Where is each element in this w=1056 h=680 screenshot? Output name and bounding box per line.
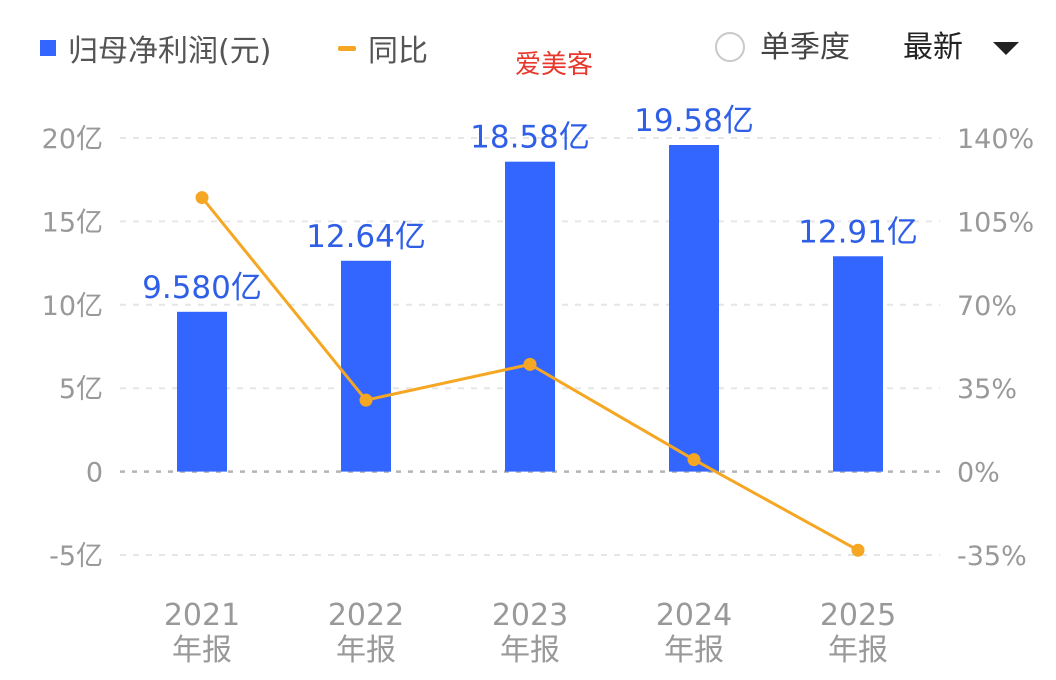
yoy-point: [195, 191, 209, 205]
yoy-point: [687, 453, 701, 467]
x-tick-label-year: 2025: [820, 598, 896, 633]
x-tick-label-period: 年报: [172, 633, 232, 668]
right-tick-label: 70%: [957, 291, 1017, 322]
bar-value-label: 12.91亿: [798, 214, 918, 250]
line-legend-swatch: [338, 45, 356, 51]
axes: 20亿15亿10亿5亿0-5亿140%105%70%35%0%-35%2021年…: [42, 124, 1035, 668]
x-tick-label-period: 年报: [828, 633, 888, 668]
bar-series: [177, 145, 883, 472]
bar: [341, 260, 391, 472]
left-tick-label: 10亿: [42, 291, 103, 322]
bar: [505, 161, 555, 472]
data-labels: 9.580亿 12.64亿 18.58亿 19.58亿 12.91亿: [142, 103, 918, 306]
left-tick-label: -5亿: [49, 541, 103, 572]
latest-label: 最新: [903, 30, 963, 65]
single-quarter-radio[interactable]: [715, 32, 745, 62]
latest-dropdown[interactable]: 最新: [903, 28, 1019, 68]
right-tick-label: 105%: [957, 207, 1034, 238]
legend-line[interactable]: 同比: [338, 28, 428, 69]
line-series: [195, 191, 865, 557]
x-tick-label-year: 2023: [492, 598, 568, 633]
bar-value-label: 19.58亿: [634, 103, 754, 139]
bar-value-label: 12.64亿: [306, 219, 426, 255]
bar-legend-swatch: [40, 40, 56, 56]
left-tick-label: 5亿: [59, 374, 103, 405]
right-tick-label: 0%: [957, 458, 1000, 489]
x-tick-label-year: 2022: [328, 598, 404, 633]
x-tick-label-period: 年报: [500, 633, 560, 668]
yoy-point: [523, 357, 537, 371]
x-tick-label-year: 2024: [656, 598, 732, 633]
chevron-down-icon: [993, 41, 1019, 55]
x-tick-label-period: 年报: [664, 633, 724, 668]
right-tick-label: 140%: [957, 124, 1034, 155]
bar: [833, 256, 883, 472]
x-tick-label-year: 2021: [164, 598, 240, 633]
yoy-point: [359, 393, 373, 407]
bar-legend-label: 归母净利润(元): [68, 34, 272, 69]
grid-lines: [120, 137, 940, 556]
x-tick-label-period: 年报: [336, 633, 396, 668]
right-tick-label: 35%: [957, 374, 1017, 405]
line-legend-label: 同比: [368, 34, 428, 69]
right-tick-label: -35%: [957, 541, 1027, 572]
company-name: 爱美客: [515, 50, 594, 80]
bar: [669, 145, 719, 472]
left-tick-label: 15亿: [42, 207, 103, 238]
legend-bar[interactable]: 归母净利润(元): [40, 28, 272, 69]
left-tick-label: 20亿: [42, 124, 103, 155]
bar-value-label: 18.58亿: [470, 120, 590, 156]
left-tick-label: 0: [86, 458, 103, 489]
single-quarter-label[interactable]: 单季度: [760, 30, 850, 65]
yoy-point: [851, 543, 865, 557]
bar: [177, 311, 227, 472]
bar-value-label: 9.580亿: [142, 270, 262, 306]
